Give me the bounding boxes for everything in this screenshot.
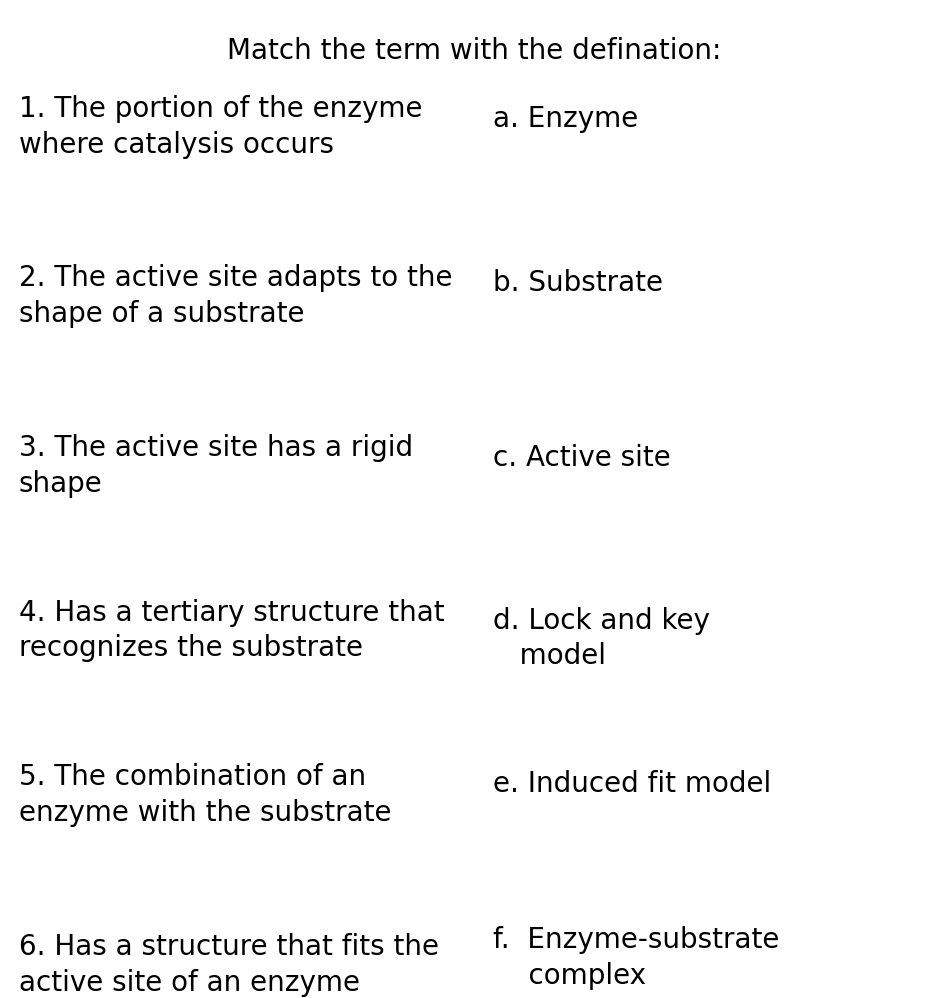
Text: 5. The combination of an
enzyme with the substrate: 5. The combination of an enzyme with the… xyxy=(19,763,392,827)
Text: 6. Has a structure that fits the
active site of an enzyme: 6. Has a structure that fits the active … xyxy=(19,933,439,997)
Text: 2. The active site adapts to the
shape of a substrate: 2. The active site adapts to the shape o… xyxy=(19,264,452,328)
Text: 1. The portion of the enzyme
where catalysis occurs: 1. The portion of the enzyme where catal… xyxy=(19,95,423,159)
Text: d. Lock and key
   model: d. Lock and key model xyxy=(493,607,710,671)
Text: 4. Has a tertiary structure that
recognizes the substrate: 4. Has a tertiary structure that recogni… xyxy=(19,599,445,663)
Text: e. Induced fit model: e. Induced fit model xyxy=(493,770,772,798)
Text: a. Enzyme: a. Enzyme xyxy=(493,105,638,133)
Text: Match the term with the defination:: Match the term with the defination: xyxy=(227,37,721,65)
Text: b. Substrate: b. Substrate xyxy=(493,269,663,297)
Text: f.  Enzyme-substrate
    complex: f. Enzyme-substrate complex xyxy=(493,926,779,990)
Text: 3. The active site has a rigid
shape: 3. The active site has a rigid shape xyxy=(19,434,413,498)
Text: c. Active site: c. Active site xyxy=(493,444,671,472)
